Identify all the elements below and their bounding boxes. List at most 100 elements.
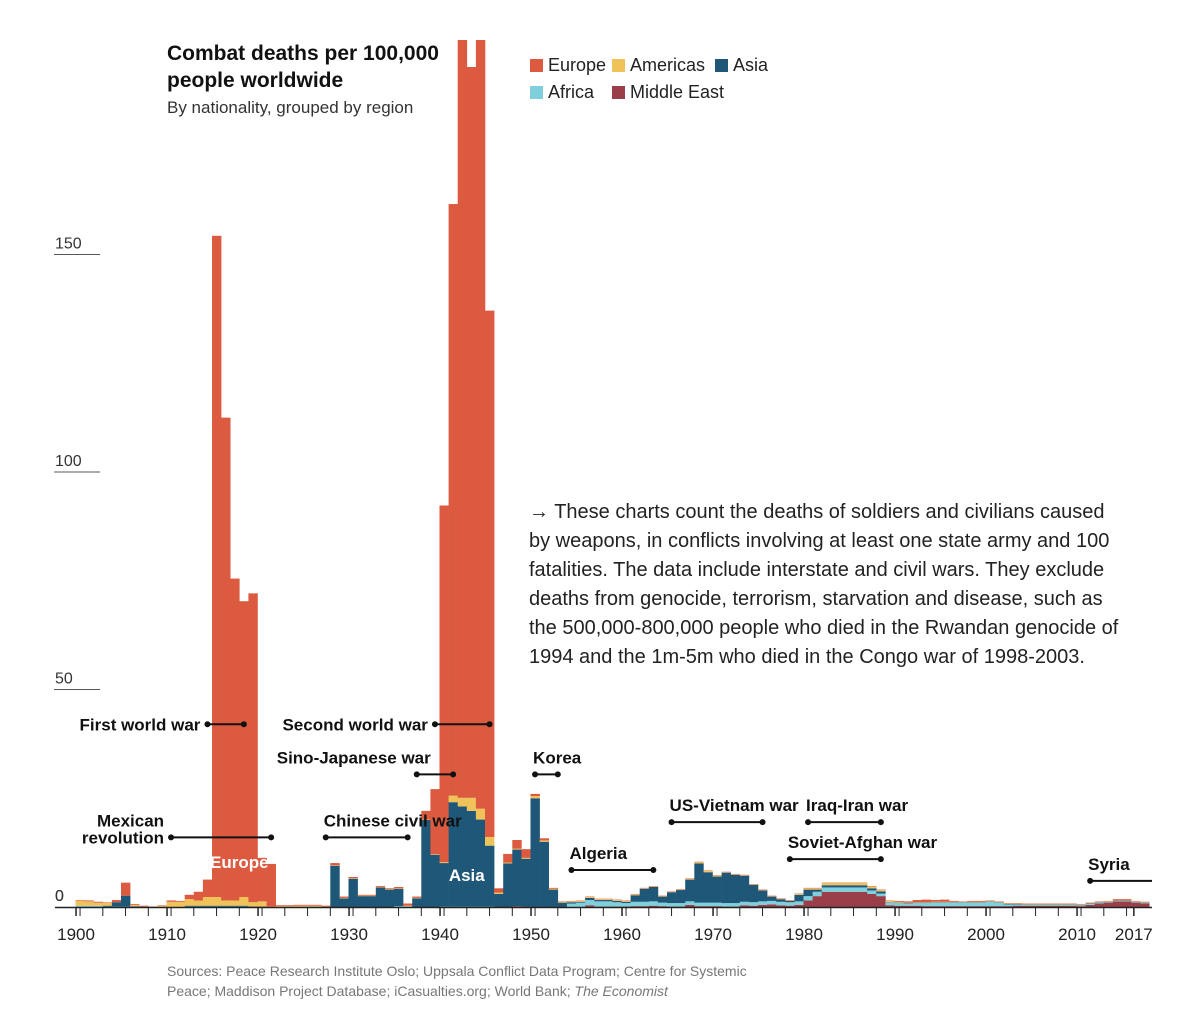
bar-americas [694,862,704,864]
bar-europe [903,901,913,903]
bar-asia [730,874,741,904]
bar-africa [967,902,977,907]
bar-americas [839,883,850,886]
annotation-label: Iraq-Iran war [806,796,908,815]
bar-asia [366,896,377,907]
bar-africa [1012,904,1023,906]
bar-africa [940,902,950,907]
x-tick-label: 1920 [239,925,277,944]
bar-asia [121,895,131,907]
bar-asia [685,879,695,902]
bar-europe [949,900,959,902]
bar-asia [876,891,886,894]
bar-europe [175,900,185,902]
bar-asia [111,902,122,907]
bar-africa [93,905,104,907]
x-tick-label: 2000 [967,925,1005,944]
annotation-dot [240,721,247,728]
bar-asia [202,905,213,907]
bar-africa [1031,904,1041,906]
bar-europe [1122,899,1132,901]
legend-item-americas: Americas [612,55,705,76]
bar-asia [703,872,713,903]
bar-africa [394,906,404,907]
bar-asia [612,900,622,903]
bar-americas [685,878,695,880]
annotation-dot [450,771,457,778]
bar-africa [912,903,923,906]
bar-middle-east [903,905,913,907]
bar-middle-east [876,896,886,907]
bar-americas [894,901,904,903]
bar-americas [239,896,249,906]
bar-americas [503,862,513,864]
bar-middle-east [803,900,813,907]
bar-africa [767,900,777,905]
bar-americas [712,875,722,877]
bar-europe [284,905,295,907]
bar-europe [466,67,477,798]
bar-middle-east [1076,906,1086,907]
annotation-label: Korea [533,748,582,767]
bar-asia [739,875,750,902]
bar-asia [758,890,768,902]
bar-africa [839,887,850,892]
bar-middle-east [1067,905,1077,907]
bar-asia [330,865,340,907]
annotation-label: First world war [80,715,201,734]
bar-africa [985,901,995,907]
bar-africa [403,906,413,907]
bar-middle-east [812,896,822,907]
bar-americas [594,899,604,901]
bar-africa [703,902,713,907]
bar-europe [921,899,932,903]
bar-africa [75,905,85,907]
annotation-label: Chinese civil war [324,811,462,830]
bar-europe [412,896,422,898]
bar-asia [430,854,440,907]
bar-asia [566,902,577,904]
bar-asia [830,885,841,888]
bar-americas [867,886,877,889]
bar-europe [84,900,94,902]
x-tick-label: 1910 [148,925,186,944]
bar-middle-east [1021,905,1032,907]
bar-americas [221,900,231,906]
bar-asia [230,905,240,907]
bar-europe [257,857,267,902]
bar-africa [794,901,804,905]
bar-americas [585,896,595,898]
bar-asia [448,802,458,907]
bar-asia [839,885,850,888]
bar-asia [657,896,668,903]
bar-americas [130,904,140,907]
bar-americas [521,857,531,859]
bar-asia [630,895,640,902]
bar-africa [785,902,795,906]
bar-europe [976,900,986,902]
legend-swatch-europe [530,59,543,72]
bar-middle-east [1094,903,1105,907]
bar-asia [621,901,631,904]
bar-middle-east [1049,905,1059,907]
bar-middle-east [694,906,704,907]
bar-asia [485,845,495,907]
bar-americas [885,900,895,903]
bar-europe [266,863,276,907]
bar-europe [539,838,549,841]
bar-asia [821,885,832,888]
bar-africa [1003,904,1014,907]
legend-swatch-middle-east [612,86,625,99]
bar-africa [1049,904,1059,906]
bar-europe [494,888,504,893]
bar-asia [776,899,786,902]
bar-americas [184,899,195,906]
legend-item-europe: Europe [530,55,606,76]
bar-asia [557,902,568,907]
bar-africa [594,901,604,907]
bar-americas [312,905,322,907]
bar-asia [212,905,222,907]
bar-middle-east [758,904,768,907]
bar-africa [612,902,622,907]
